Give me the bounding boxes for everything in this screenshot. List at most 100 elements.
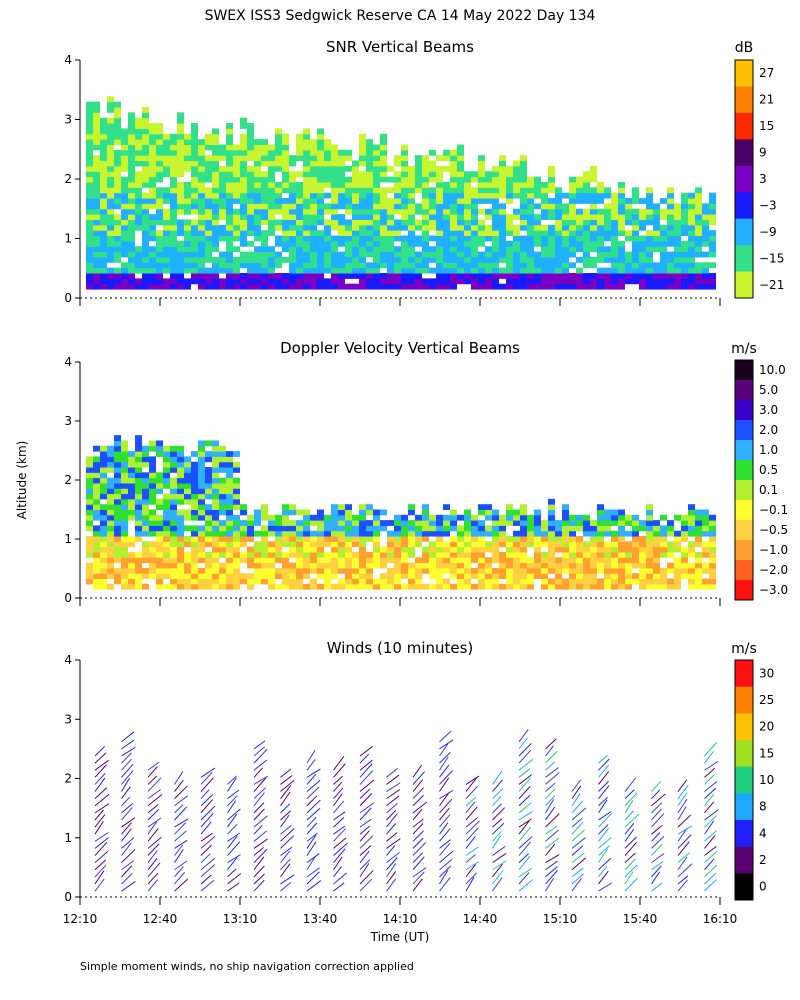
heatmap-cell [373,256,380,263]
heatmap-cell [674,219,681,226]
wind-barb [598,764,610,778]
heatmap-cell [107,181,114,188]
heatmap-cell [121,578,128,585]
heatmap-cell [177,112,184,119]
heatmap-cell [611,203,618,210]
heatmap-cell [240,578,247,585]
heatmap-cell [303,267,310,274]
heatmap-cell [254,256,261,263]
heatmap-cell [590,219,597,226]
heatmap-cell [520,546,527,553]
heatmap-cell [401,520,408,526]
heatmap-cell [485,251,492,258]
heatmap-cell [611,567,618,574]
heatmap-cell [331,562,338,569]
heatmap-cell [415,541,422,548]
colorbar-swatch [735,540,753,561]
wind-barb [598,799,608,814]
heatmap-cell [366,278,373,285]
heatmap-cell [233,214,240,220]
heatmap-cell [415,267,422,274]
heatmap-cell [128,230,135,237]
heatmap-cell [709,208,716,215]
heatmap-cell [478,567,485,574]
wind-barb [492,831,502,842]
heatmap-cell [233,171,240,178]
heatmap-cell [562,235,569,242]
heatmap-cell [233,546,240,553]
wind-barb [571,845,584,856]
heatmap-cell [653,283,660,290]
heatmap-cell [597,187,604,194]
heatmap-cell [324,262,331,269]
heatmap-cell [583,192,590,199]
heatmap-cell [443,208,450,215]
heatmap-cell [541,578,548,585]
heatmap-cell [93,267,100,274]
heatmap-cell [247,219,254,226]
heatmap-cell [443,567,450,574]
heatmap-cell [226,224,233,231]
heatmap-cell [163,144,170,151]
heatmap-cell [709,551,716,558]
heatmap-cell [324,251,331,258]
heatmap-cell [275,262,282,269]
heatmap-cell [177,171,184,178]
heatmap-cell [219,224,226,231]
heatmap-cell [142,192,149,199]
heatmap-cell [205,541,212,548]
heatmap-cell [380,546,387,553]
heatmap-cell [359,219,366,226]
heatmap-cell [527,235,534,242]
heatmap-cell [303,262,310,269]
heatmap-cell [212,181,219,188]
heatmap-cell [121,214,128,220]
heatmap-cell [219,445,226,452]
heatmap-cell [569,562,576,569]
heatmap-cell [177,160,184,167]
wind-barb [121,828,132,842]
wind-barb [492,870,504,885]
heatmap-cell [450,525,457,532]
heatmap-cell [184,472,191,479]
heatmap-cell [464,224,471,231]
heatmap-cell [226,133,233,140]
heatmap-cell [499,583,506,590]
heatmap-cell [240,240,247,247]
heatmap-cell [576,224,583,231]
heatmap-cell [506,509,513,516]
heatmap-cell [212,514,219,521]
heatmap-cell [674,583,681,590]
heatmap-cell [555,246,562,253]
heatmap-cell [107,251,114,258]
heatmap-cell [604,192,611,199]
heatmap-cell [380,273,387,279]
heatmap-cell [359,514,366,521]
heatmap-cell [394,246,401,253]
heatmap-cell [674,562,681,569]
heatmap-cell [296,251,303,258]
heatmap-cell [114,171,121,178]
heatmap-cell [303,230,310,237]
heatmap-cell [590,536,597,542]
heatmap-cell [128,498,135,505]
heatmap-cell [513,176,520,183]
heatmap-cell [709,278,716,285]
heatmap-cell [604,246,611,253]
heatmap-cell [695,567,702,574]
heatmap-cell [275,240,282,247]
heatmap-cell [639,219,646,226]
heatmap-cell [506,165,513,172]
heatmap-cell [114,219,121,226]
heatmap-cell [702,551,709,558]
heatmap-cell [345,208,352,215]
colorbar-tick-label: −3.0 [759,583,788,597]
heatmap-cell [436,562,443,569]
heatmap-cell [534,267,541,274]
heatmap-cell [485,171,492,178]
heatmap-cell [310,541,317,548]
heatmap-cell [352,165,359,172]
wind-barb [94,803,110,814]
heatmap-cell [121,445,128,452]
heatmap-cell [632,192,639,199]
